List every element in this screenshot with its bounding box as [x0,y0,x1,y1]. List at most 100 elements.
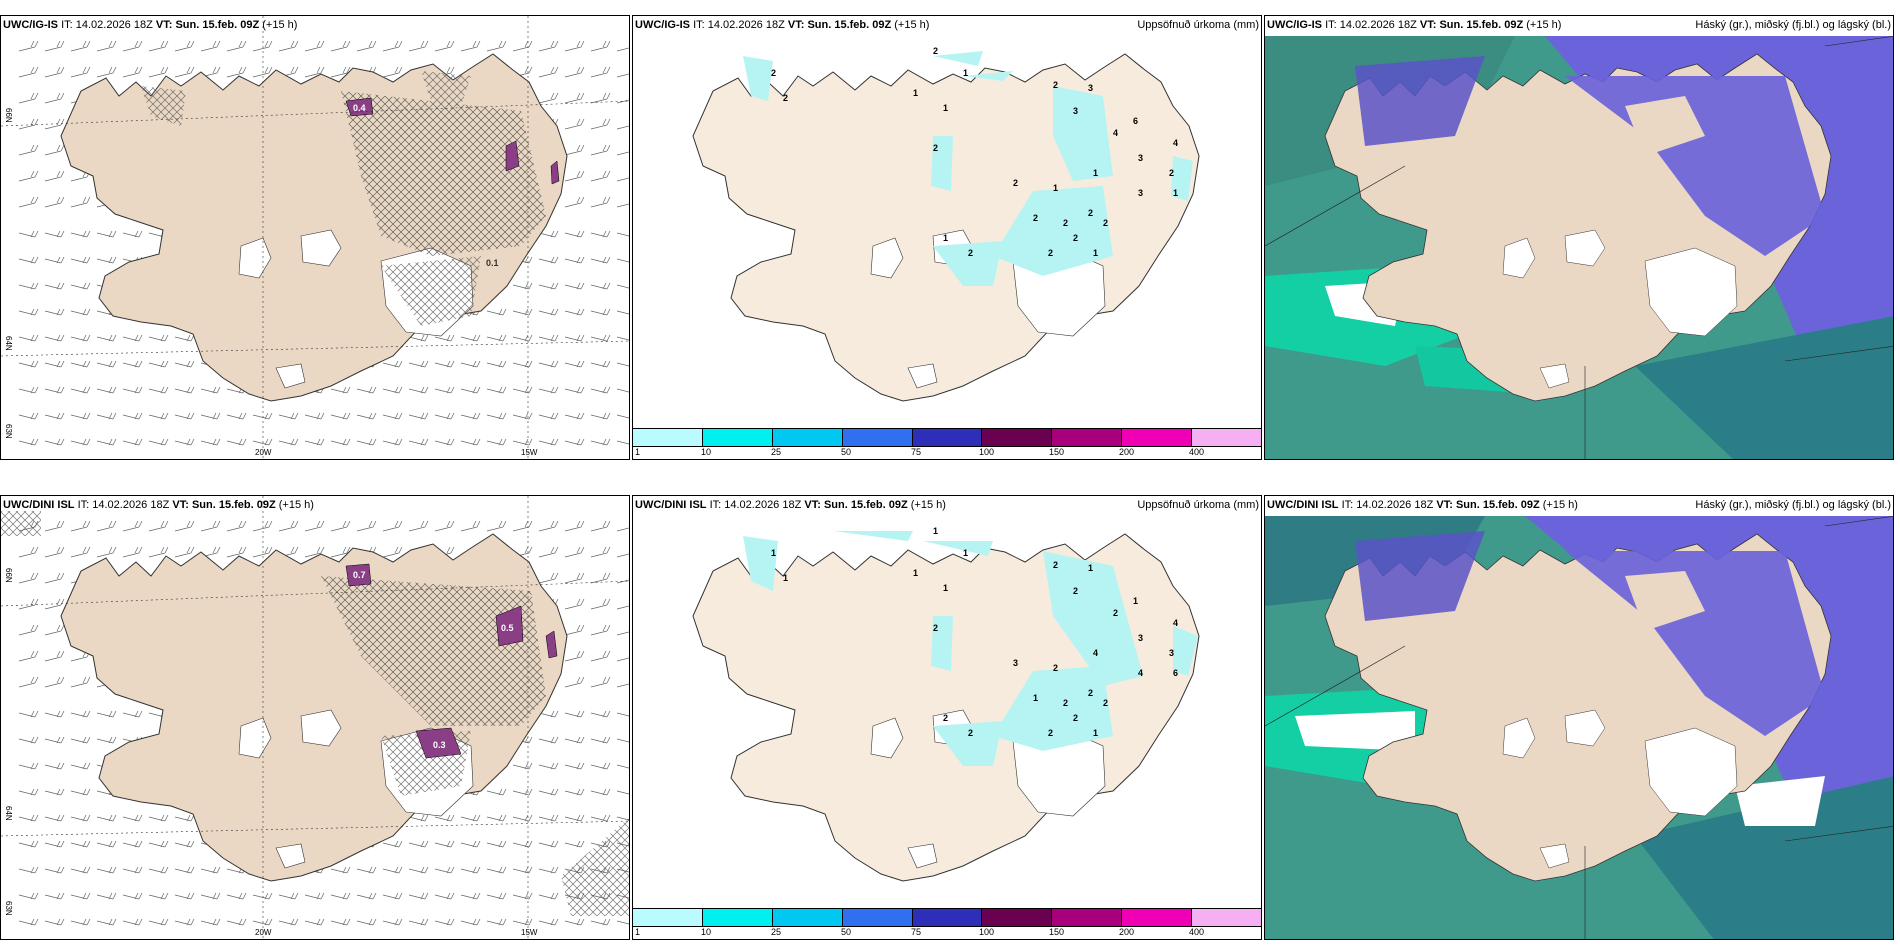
wind-barb [96,386,117,394]
precip-label: 1 [1053,183,1058,193]
wind-barb [460,918,481,926]
colorbar-tick: 200 [1119,447,1135,457]
wind-barb [96,230,117,238]
wind-barb [330,438,351,446]
wind-barb [616,414,629,419]
wind-barb [226,546,247,558]
wind-barb [538,386,559,394]
precip-label: 2 [1073,586,1078,596]
wind-barb [408,892,429,900]
precip-label: 3 [1138,188,1143,198]
colorbar-tick: 1 [635,447,641,457]
wind-barb [252,918,273,926]
wind-barb [18,918,39,926]
wind-barb [616,232,629,237]
precip-label: 1 [1133,596,1138,606]
wind-barb [616,604,629,610]
wind-barb [226,438,247,446]
wind-barb [70,66,91,78]
wind-barb [486,918,507,926]
wind-barb [564,572,585,584]
colorbar-segment [842,909,913,926]
wind-barb [330,386,351,394]
precip-label: 1 [1093,168,1098,178]
wind-barb [174,412,195,420]
wind-barb [18,334,39,342]
wind-barb [44,762,65,770]
precip-label: 1 [943,583,948,593]
wind-barb [512,360,533,368]
wind-barb [174,386,195,394]
wind-barb [434,814,455,822]
wind-barb [486,334,507,342]
wind-barb [434,334,455,342]
precip-label: 6 [1173,668,1178,678]
wind-barb [616,124,629,130]
colorbar-segment [702,429,773,446]
colorbar-tick: 400 [1189,927,1205,937]
wind-barb [538,66,559,78]
wind-barb [148,40,169,52]
wind-barb [96,918,117,926]
wind-barb [590,736,611,744]
wind-barb [408,360,429,368]
colorbar-tick: 25 [771,927,782,937]
wind-barb [616,98,629,104]
wind-barb [564,598,585,610]
wind-barb [356,438,377,446]
wind-barb [538,438,559,446]
precip-label: 3 [1073,106,1078,116]
wind-barb [538,230,559,238]
colorbar-segment [772,909,843,926]
wind-barb [512,438,533,446]
wind-barb [538,282,559,290]
wind-barb [356,386,377,394]
wind-barb [616,790,629,795]
snow-zones [345,563,558,759]
wind-barb [590,308,611,316]
wind-barb [408,412,429,420]
wind-barb [148,546,169,558]
wind-barb [616,72,629,78]
wind-barb [434,412,455,420]
wind-barb [70,892,91,900]
wind-barb [460,412,481,420]
wind-map-panel-dini: UWC/DINI ISL IT: 14.02.2026 18Z VT: Sun.… [0,495,630,940]
wind-map-panel-ig-is: UWC/IG-IS IT: 14.02.2026 18Z VT: Sun. 15… [0,15,630,460]
lon-label: 15W [521,928,538,937]
wind-barb [382,520,403,532]
wind-barb [174,40,195,52]
lon-label: 20W [255,448,272,457]
wind-barb [590,676,611,688]
wind-barb [408,520,429,532]
glacier [1564,229,1606,267]
wind-barb [538,762,559,770]
wind-barb [96,866,117,874]
wind-barb [44,360,65,368]
lon-label: 20W [255,928,272,937]
wind-barb [148,438,169,446]
cloud-map-panel-dini: UWC/DINI ISL IT: 14.02.2026 18Z VT: Sun.… [1264,495,1894,940]
colorbar [633,908,1261,927]
snow-label: 0.7 [353,570,366,580]
wind-barb [538,866,559,874]
colorbar-tick: 50 [841,447,852,457]
glaciers [1502,709,1738,869]
wind-barb [252,546,273,558]
lat-label: 63N [4,424,13,439]
wind-barb [564,412,585,420]
lat-label: 66N [4,108,13,123]
wind-barb [44,866,65,874]
precip-map-panel-dini: UWC/DINI ISL IT: 14.02.2026 18Z VT: Sun.… [632,495,1262,940]
wind-barb [70,230,91,238]
wind-barb [278,438,299,446]
wind-barb [512,814,533,822]
glacier [1539,363,1570,389]
wind-barb [148,840,169,848]
wind-barb [616,712,629,717]
wind-barb [616,920,629,925]
wind-barb [44,230,65,238]
wind-barb [434,360,455,368]
